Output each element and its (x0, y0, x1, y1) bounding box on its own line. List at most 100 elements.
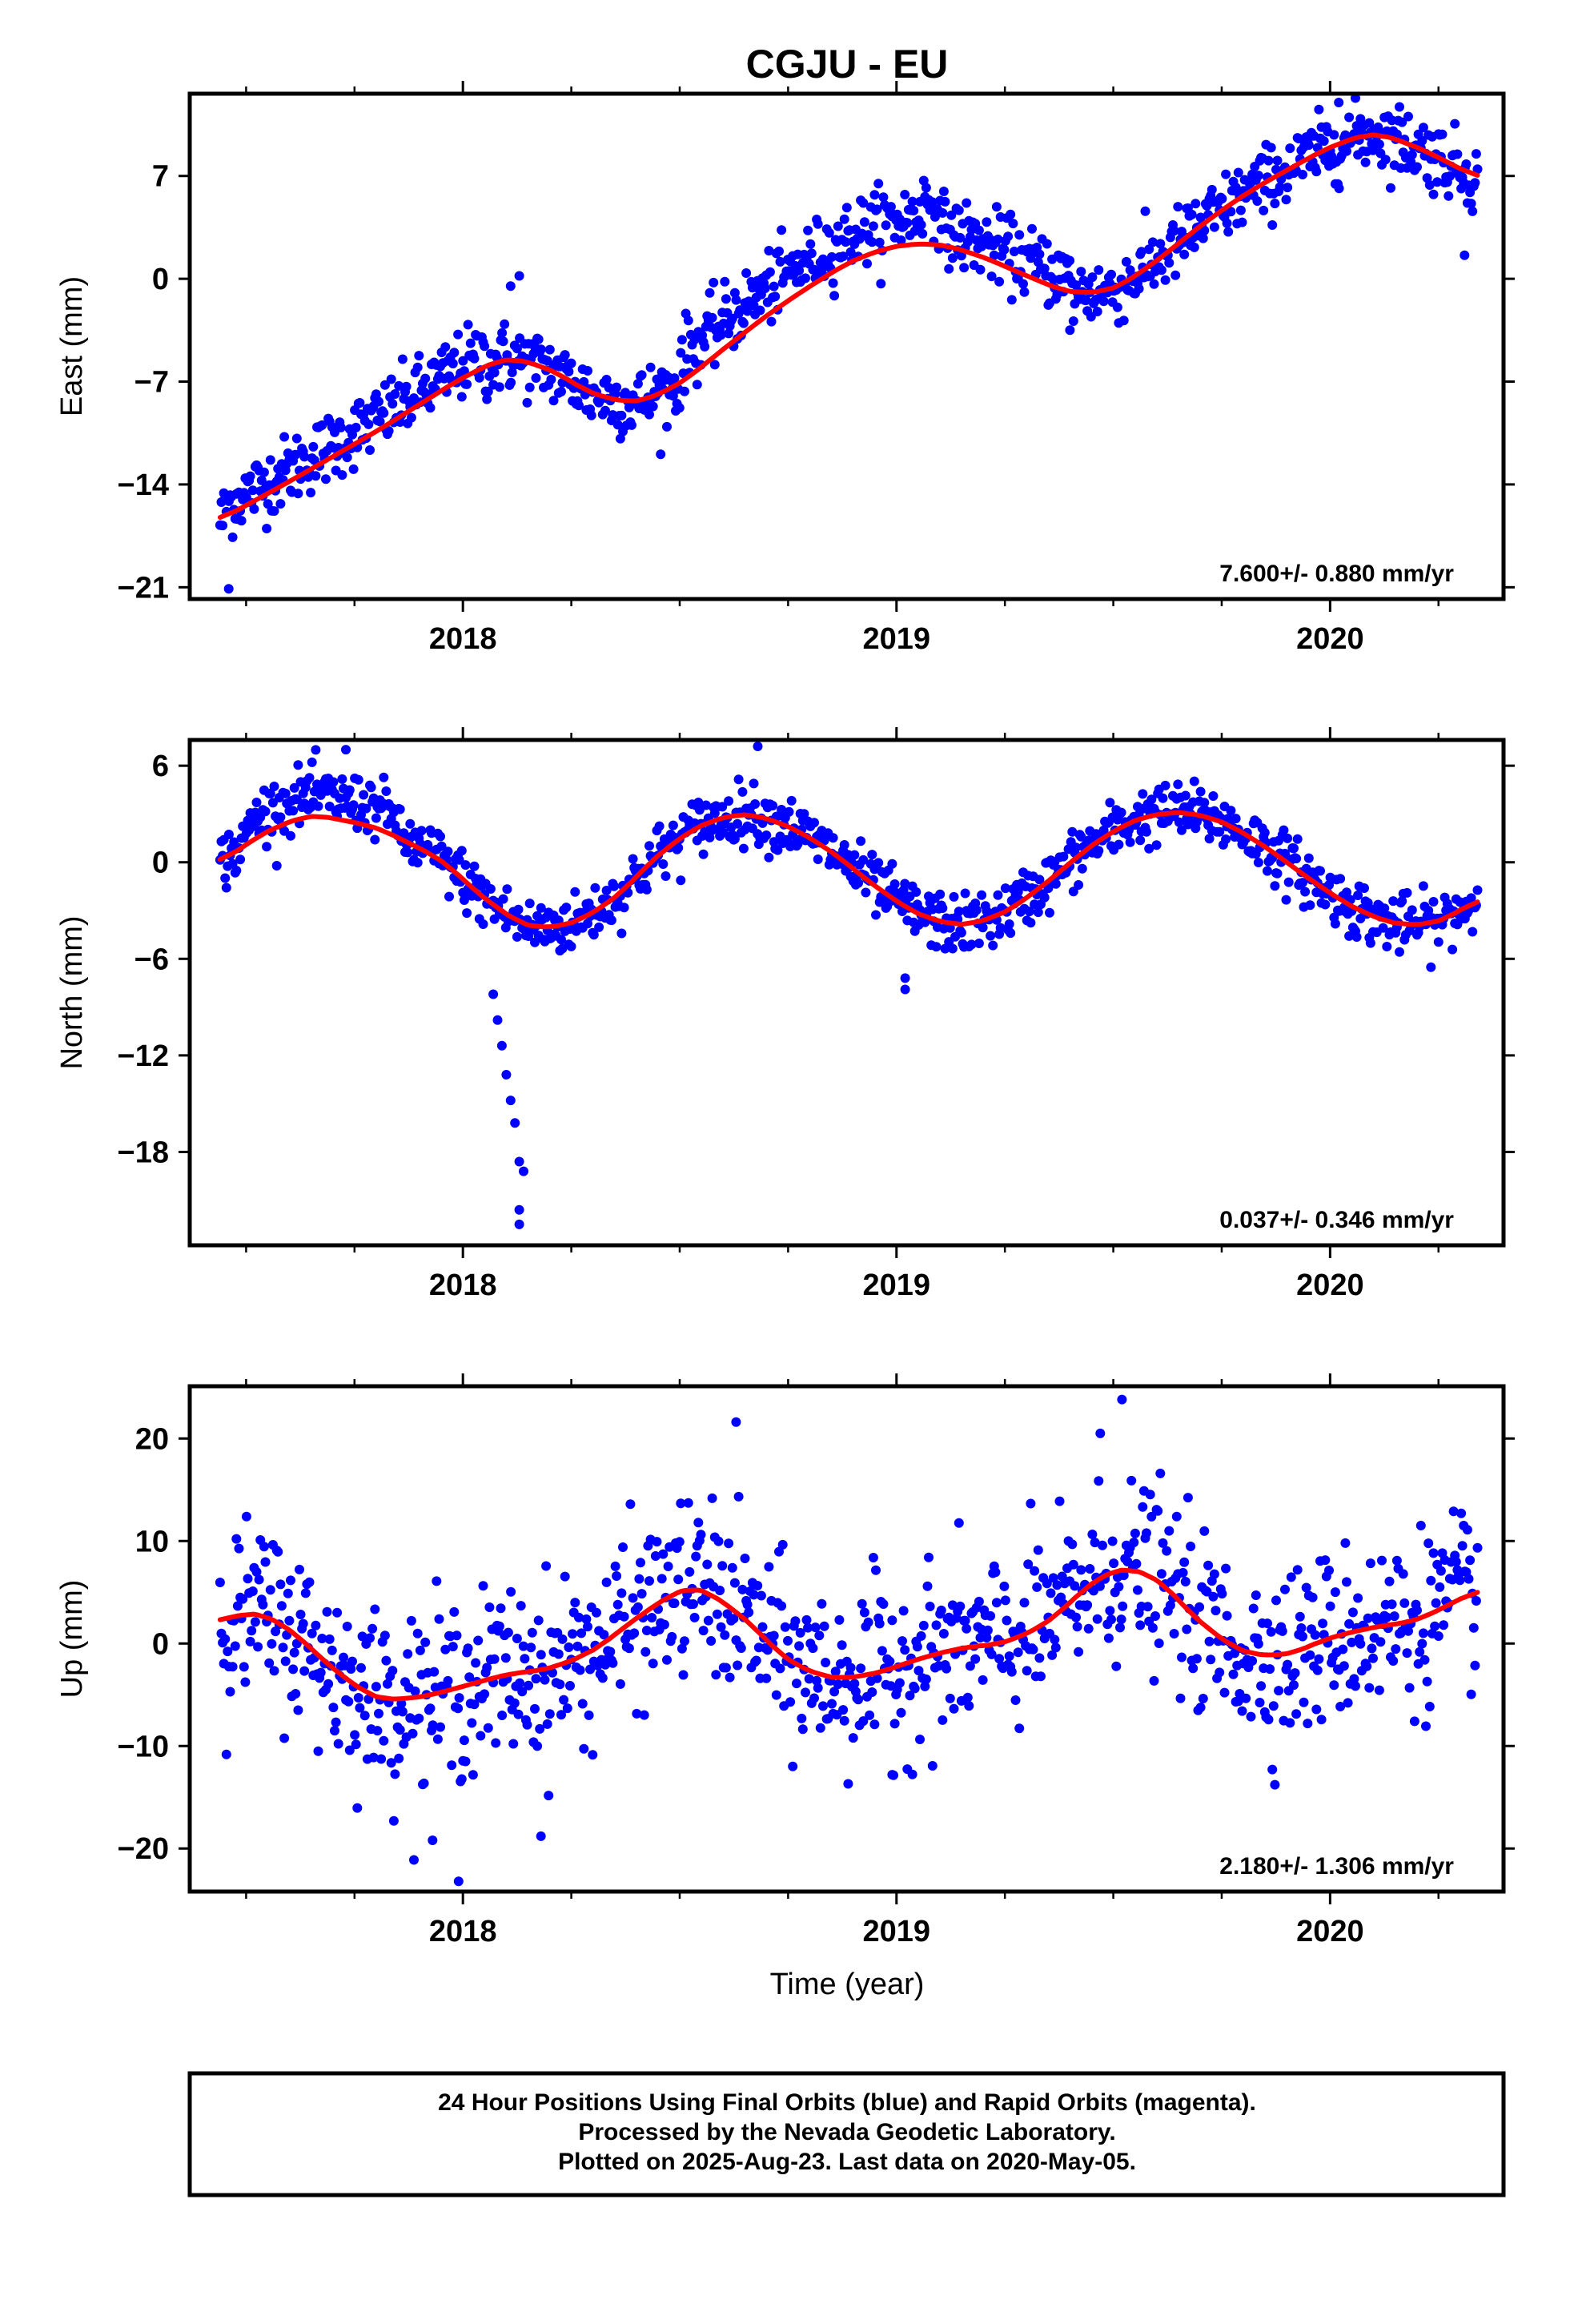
up-data-point (634, 1574, 644, 1584)
north-data-point (839, 840, 849, 850)
up-data-point (576, 1628, 587, 1638)
east-data-point (1179, 249, 1190, 259)
north-data-point (988, 940, 998, 951)
up-data-point (478, 1581, 488, 1591)
up-data-point (680, 1636, 689, 1647)
north-ytick-label: 0 (152, 846, 169, 880)
up-data-point (1310, 1630, 1320, 1640)
east-data-point (954, 205, 964, 215)
up-data-point (1255, 1698, 1265, 1707)
east-data-point (989, 250, 999, 260)
up-data-point (1271, 1595, 1281, 1606)
east-data-point (1065, 255, 1075, 266)
east-data-point (1221, 169, 1231, 179)
up-data-point (1347, 1607, 1358, 1618)
east-data-point (524, 382, 535, 392)
north-data-point (1330, 919, 1340, 929)
up-data-point (403, 1649, 413, 1659)
up-data-point (275, 1579, 286, 1590)
up-data-point (215, 1578, 225, 1587)
east-data-point (838, 251, 849, 262)
up-data-point (597, 1673, 608, 1683)
up-data-point (1165, 1600, 1175, 1610)
up-data-point (1036, 1671, 1046, 1682)
east-data-point (1428, 189, 1439, 199)
up-data-point (1351, 1681, 1360, 1691)
north-data-point (460, 860, 471, 870)
up-data-point (788, 1761, 798, 1771)
footer-box: 24 Hour Positions Using Final Orbits (bl… (187, 2071, 1506, 2197)
up-data-point (1109, 1558, 1119, 1569)
up-data-point (698, 1626, 709, 1636)
up-data-point (1179, 1557, 1190, 1567)
east-data-point (692, 380, 702, 390)
east-data-point (1034, 249, 1045, 259)
east-data-point (414, 351, 424, 361)
up-data-point (1026, 1498, 1036, 1509)
up-data-point (1423, 1538, 1434, 1549)
north-data-point (1388, 896, 1399, 907)
east-data-point (644, 409, 654, 420)
north-data-point (456, 846, 467, 856)
east-data-point (999, 244, 1010, 255)
east-data-point (383, 426, 394, 436)
time-axis-label: Time (year) (770, 1968, 925, 2001)
east-data-point (1432, 177, 1443, 187)
up-data-point (397, 1707, 408, 1717)
north-outlier-point (753, 742, 763, 751)
east-data-point (1226, 207, 1236, 217)
north-data-point (1077, 863, 1087, 874)
east-data-point (386, 374, 396, 384)
up-data-point (1305, 1650, 1315, 1660)
east-data-point (498, 336, 508, 347)
up-data-point (406, 1615, 416, 1626)
up-data-point (381, 1655, 391, 1666)
up-data-point (1146, 1511, 1157, 1522)
east-data-point (546, 374, 556, 384)
up-data-point (307, 1628, 317, 1638)
up-data-point (813, 1683, 823, 1693)
up-data-point (584, 1710, 594, 1720)
east-data-point (406, 412, 416, 423)
east-xtick-label: 2018 (429, 622, 497, 656)
north-data-point (286, 830, 295, 841)
up-data-point (540, 1675, 550, 1685)
up-data-point (1228, 1669, 1239, 1679)
up-data-point (1208, 1591, 1219, 1602)
up-data-point (283, 1588, 293, 1598)
north-outlier-point (900, 984, 910, 995)
up-data-point (1030, 1566, 1040, 1576)
up-data-point (386, 1758, 396, 1768)
up-data-point (804, 1674, 814, 1684)
up-data-point (363, 1694, 374, 1704)
up-data-point (1324, 1566, 1334, 1575)
east-data-point (1207, 184, 1217, 195)
north-data-point (443, 846, 453, 857)
up-data-point (1094, 1476, 1104, 1486)
north-data-point (1215, 826, 1225, 837)
up-data-point (394, 1753, 404, 1763)
up-data-point (711, 1670, 721, 1680)
up-data-point (464, 1672, 475, 1683)
east-data-point (586, 410, 596, 420)
east-data-point (1418, 123, 1428, 133)
east-data-point (729, 287, 740, 298)
up-data-point (1076, 1565, 1086, 1575)
east-data-point (458, 356, 468, 366)
up-data-point (1115, 1622, 1125, 1633)
up-data-point (557, 1634, 568, 1644)
up-data-point (295, 1610, 306, 1619)
north-data-point (462, 908, 472, 919)
up-data-point (368, 1752, 379, 1763)
east-xtick-label: 2019 (863, 622, 931, 656)
up-ticks: 20 10 0 −10 −20 2018 2019 2020 (118, 1373, 1515, 1948)
up-data-point (1342, 1577, 1351, 1587)
north-data-point (1472, 885, 1483, 895)
east-data-point (676, 348, 686, 358)
up-data-point (1191, 1654, 1202, 1664)
east-data-point (1298, 170, 1307, 179)
up-data-point (1367, 1643, 1377, 1654)
up-data-point (440, 1644, 451, 1655)
up-data-point (1355, 1638, 1366, 1649)
north-data-point (1116, 807, 1126, 818)
